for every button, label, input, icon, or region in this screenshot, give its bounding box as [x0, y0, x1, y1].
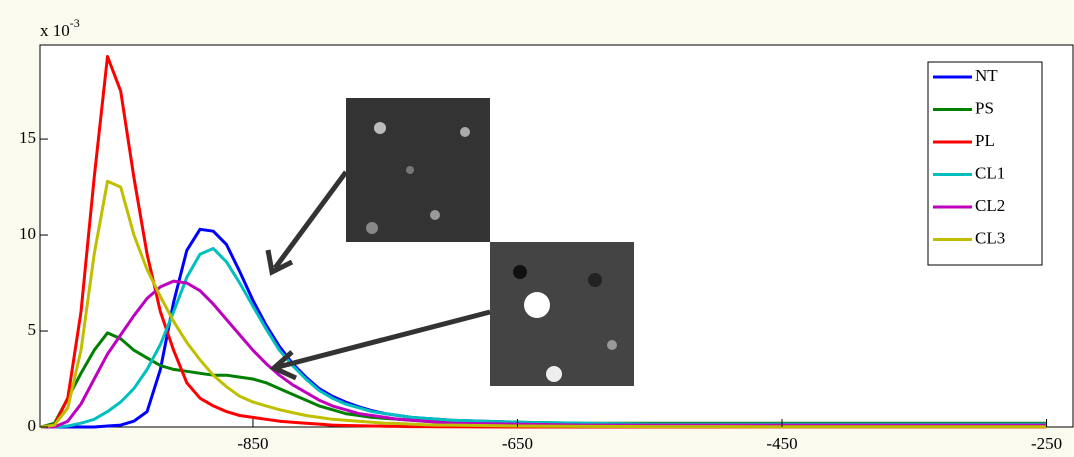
x-tick-label: -450: [766, 434, 797, 453]
legend-label: CL3: [975, 228, 1005, 247]
y-tick-label: 10: [19, 224, 36, 243]
legend-label: PL: [975, 131, 995, 150]
arrows: [265, 170, 491, 381]
legend-label: PS: [975, 98, 994, 117]
series-line: [41, 247, 1047, 429]
inset-images: [346, 98, 634, 386]
legend: [927, 61, 1043, 266]
legend-label: CL2: [975, 196, 1005, 215]
y-tick-label: 15: [19, 128, 36, 147]
x-tick-label: -850: [237, 434, 268, 453]
series-line: [41, 179, 1047, 429]
y-tick-label: 5: [28, 320, 37, 339]
legend-label: CL1: [975, 163, 1005, 182]
y-multiplier: x 10-3: [40, 16, 80, 40]
x-tick-label: -250: [1031, 434, 1062, 453]
legend-label: NT: [975, 66, 998, 85]
y-tick-label: 0: [28, 416, 37, 435]
x-tick-label: -650: [502, 434, 533, 453]
